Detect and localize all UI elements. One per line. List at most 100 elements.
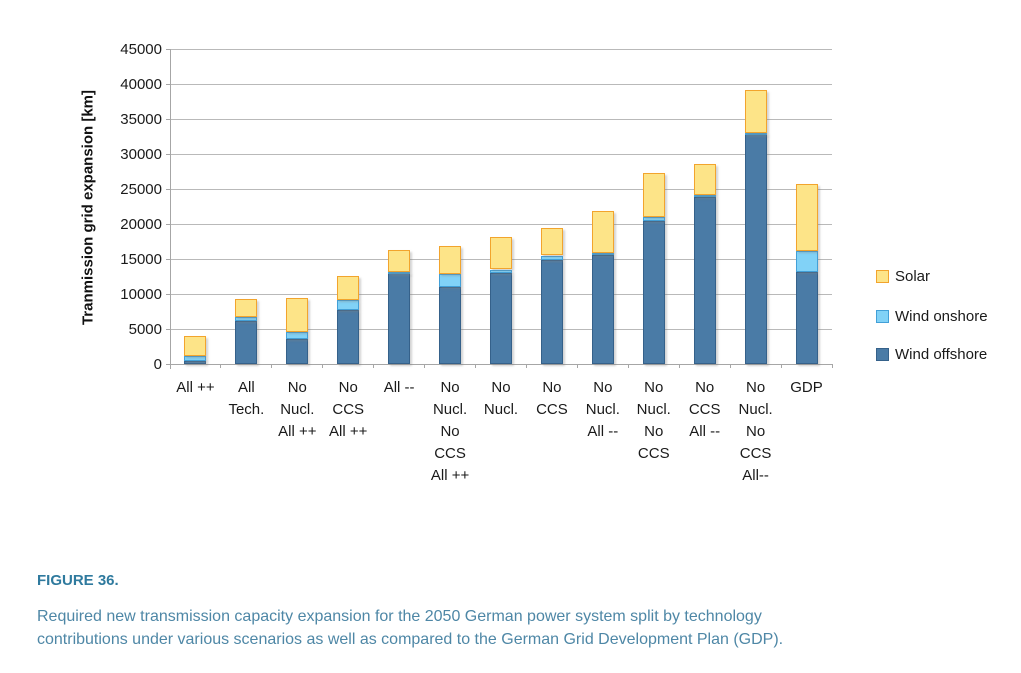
x-axis-label-line: CCS <box>739 445 772 462</box>
x-axis-label-line: All <box>238 379 255 396</box>
y-axis-tick-label: 30000 <box>120 146 162 163</box>
bar-segment-wind-offshore <box>388 273 411 364</box>
x-axis-label-line: CCS <box>536 401 568 418</box>
bar-segment-wind-onshore <box>235 317 258 321</box>
plot-area: 0 5000 10000 15000 20000 25000 30000 35000 40000… <box>120 41 833 484</box>
x-axis-label-line: No <box>440 379 460 396</box>
x-axis-label-line: Nucl. <box>738 401 773 418</box>
gridline <box>170 223 832 225</box>
x-axis-label-line: No <box>338 379 358 396</box>
x-axis-label-line: No <box>746 423 766 440</box>
bar-segment-wind-onshore <box>693 195 716 198</box>
y-axis-tick-label: 0 <box>153 356 162 373</box>
figure-caption: Required new transmission capacity expan… <box>37 605 997 651</box>
bar-segment-wind-offshore <box>540 259 563 364</box>
y-axis-tick <box>166 118 170 120</box>
y-axis-tick <box>166 258 170 260</box>
x-axis-label-line: All -- <box>587 423 619 440</box>
gridline <box>170 83 832 85</box>
x-axis-label-line: All ++ <box>430 467 470 484</box>
y-axis-tick <box>166 293 170 295</box>
x-axis-label-line: All ++ <box>329 423 368 440</box>
figure-caption-block: FIGURE 36. Required new transmission cap… <box>37 572 997 651</box>
y-axis-tick-label: 5000 <box>128 321 162 338</box>
x-axis-tick <box>322 364 324 368</box>
gridline <box>170 153 832 155</box>
bar-segment-wind-offshore <box>795 271 818 364</box>
bar-segment-wind-offshore <box>439 287 462 364</box>
y-axis-tick-label: 40000 <box>120 76 162 93</box>
x-axis-tick <box>831 364 833 368</box>
x-axis-label-line: No <box>695 379 715 396</box>
y-axis-tick <box>166 153 170 155</box>
bar-segment-wind-onshore <box>286 331 309 339</box>
x-axis-label: No Nucl. No CCS <box>612 377 696 465</box>
chart-area: Tranmission grid expansion [km] 0 5000 100… <box>80 41 988 484</box>
x-axis-label-line: CCS <box>688 401 721 418</box>
x-axis-label-line: Nucl. <box>636 401 671 418</box>
x-axis-line <box>170 364 832 365</box>
bar-segment-wind-offshore <box>235 320 258 364</box>
x-axis-label-line: Nucl. <box>483 401 519 418</box>
y-axis-tick-label: 45000 <box>120 41 162 58</box>
legend-label: Solar <box>895 268 931 285</box>
bar-segment-wind-offshore <box>591 254 614 364</box>
y-axis-line <box>170 49 171 369</box>
bar-segment-solar <box>439 245 462 275</box>
x-axis-label-line: All ++ <box>176 379 215 396</box>
x-axis-tick <box>780 364 782 368</box>
x-axis-label-line: No <box>746 379 766 396</box>
bar-segment-wind-onshore <box>642 217 665 221</box>
x-axis-label-line: All-- <box>742 467 769 484</box>
y-axis-tick <box>166 48 170 50</box>
legend-label: Wind offshore <box>895 346 988 363</box>
x-axis-tick <box>576 364 578 368</box>
x-axis-label-line: All ++ <box>278 423 317 440</box>
y-axis-tick <box>166 363 170 365</box>
gridline <box>170 48 832 50</box>
bar-segment-wind-onshore <box>439 274 462 287</box>
bar-segment-wind-offshore <box>337 310 360 364</box>
x-axis-label: All -- <box>357 377 441 399</box>
legend-swatch-wind-onshore <box>876 310 889 323</box>
figure-caption-line: Required new transmission capacity expan… <box>37 608 762 625</box>
x-axis-label-line: No <box>542 379 562 396</box>
bar-segment-wind-offshore <box>693 196 716 364</box>
x-axis-label-line: No <box>440 423 460 440</box>
y-axis-tick-label: 25000 <box>120 181 162 198</box>
x-axis-label: No CCS All ++ <box>306 377 390 443</box>
figure-label: FIGURE 36. <box>37 572 119 589</box>
legend-label: Wind onshore <box>895 308 988 325</box>
x-axis-label-line: No <box>491 379 511 396</box>
x-axis-label: No CCS All -- <box>663 377 747 443</box>
y-axis-tick-label: 10000 <box>120 286 162 303</box>
x-axis-label: No Nucl. <box>459 377 543 421</box>
bar-segment-solar <box>693 163 716 196</box>
x-axis-label-line: All -- <box>383 379 415 396</box>
bar-segment-solar <box>744 90 767 133</box>
x-axis-tick <box>271 364 273 368</box>
x-axis-label-line: No <box>593 379 613 396</box>
x-axis-tick <box>373 364 375 368</box>
x-axis-label-line: No <box>287 379 307 396</box>
x-axis-tick <box>678 364 680 368</box>
bar-segment-solar <box>540 228 563 256</box>
bar-segment-solar <box>642 172 665 217</box>
x-axis-label-line: Nucl. <box>280 401 315 418</box>
x-axis-label: No Nucl. All ++ <box>255 377 339 443</box>
y-axis-tick-label: 35000 <box>120 111 162 128</box>
x-axis-tick <box>627 364 629 368</box>
y-axis-tick-label: 15000 <box>120 251 162 268</box>
figure-caption-line: contributions under various scenarios as… <box>37 631 784 648</box>
bar-segment-wind-onshore <box>591 253 614 256</box>
x-axis-tick <box>220 364 222 368</box>
bar-segment-solar <box>795 184 818 251</box>
bar-segment-wind-onshore <box>795 250 818 272</box>
x-axis-label-line: Tech. <box>228 401 265 418</box>
bar-segment-wind-offshore <box>642 220 665 364</box>
y-axis-tick <box>166 188 170 190</box>
x-axis-label-line: No <box>644 423 664 440</box>
bar-segment-wind-offshore <box>184 361 207 364</box>
x-axis-label-line: No <box>644 379 664 396</box>
